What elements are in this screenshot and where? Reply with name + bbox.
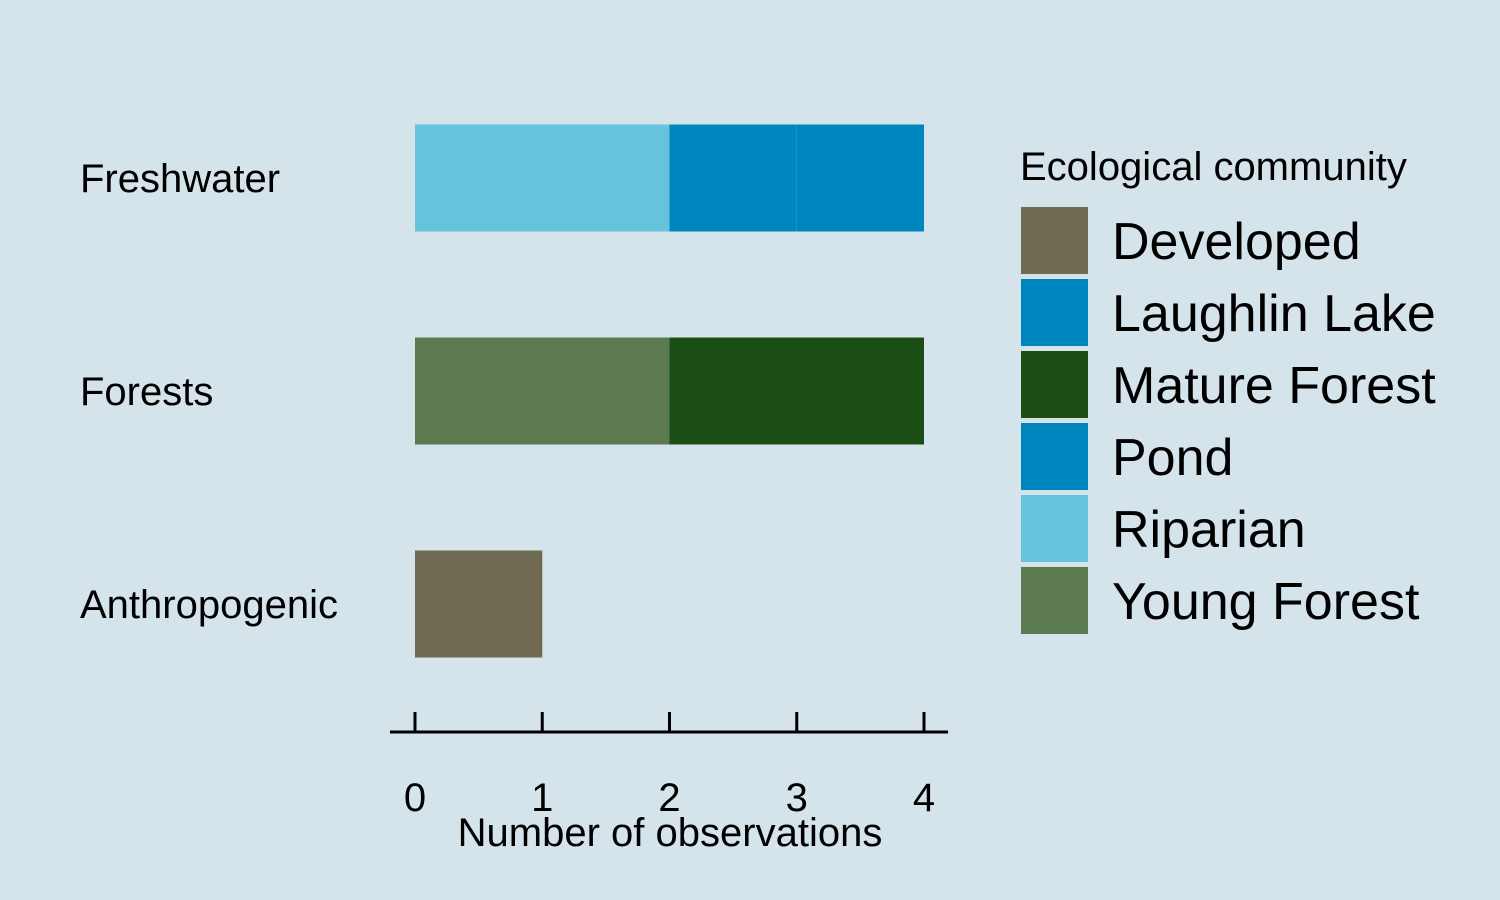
bar-freshwater-riparian [415,124,670,232]
x-tick-label-4: 4 [913,776,935,820]
legend-label-young-forest: Young Forest [1112,573,1420,631]
x-axis: 0 1 2 3 4 Number of observations [390,712,948,855]
x-tick-label-1: 1 [531,776,553,820]
legend-swatch-young-forest [1021,567,1088,634]
category-label-forests: Forests [80,370,213,414]
bar-freshwater-pond [796,124,924,232]
legend-label-riparian: Riparian [1112,501,1306,559]
legend-swatch-laughlin-lake [1021,279,1088,346]
category-labels: Freshwater Forests Anthropogenic [80,157,338,627]
x-axis-title: Number of observations [458,811,883,855]
bar-freshwater-laughlin-lake [669,124,797,232]
legend-title: Ecological community [1020,145,1407,189]
legend-label-mature-forest: Mature Forest [1112,357,1436,415]
legend-label-developed: Developed [1112,213,1361,271]
x-tick-label-0: 0 [404,776,426,820]
category-label-freshwater: Freshwater [80,157,280,201]
legend-swatch-pond [1021,423,1088,490]
bar-forests-mature-forest [669,337,924,445]
bar-anthropogenic-developed [415,550,543,658]
bars-group [415,124,924,658]
x-ticks: 0 1 2 3 4 [404,712,935,820]
x-tick-label-3: 3 [786,776,808,820]
legend-swatch-mature-forest [1021,351,1088,418]
legend-label-pond: Pond [1112,429,1233,487]
category-label-anthropogenic: Anthropogenic [80,583,338,627]
legend-label-laughlin-lake: Laughlin Lake [1112,285,1436,343]
legend-items: Developed Laughlin Lake Mature Forest Pond R… [1021,207,1436,634]
bar-forests-young-forest [415,337,670,445]
legend-swatch-developed [1021,207,1088,274]
legend: Ecological community Developed Laughlin L… [1020,145,1436,634]
x-tick-label-2: 2 [658,776,680,820]
legend-swatch-riparian [1021,495,1088,562]
